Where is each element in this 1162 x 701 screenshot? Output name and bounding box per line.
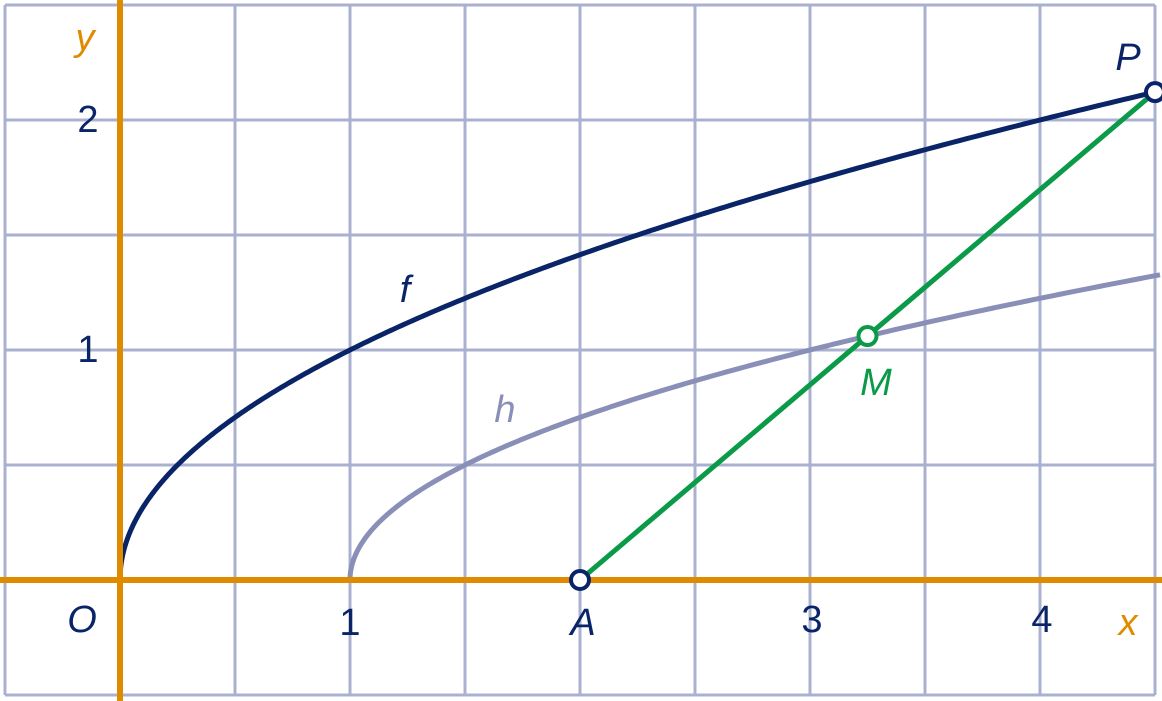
point-label: A [568,602,595,644]
y-tick-label: 2 [77,99,98,141]
x-tick-label: 1 [339,602,360,644]
x-tick-label: 3 [801,599,822,641]
y-axis-label: y [73,17,97,59]
x-axis-label: x [1117,602,1140,644]
curve-f [117,88,1161,581]
origin-label: O [67,599,97,641]
point-m [856,325,879,348]
grid [3,3,1157,697]
point-label: M [860,362,892,404]
x-tick-label: 4 [1031,599,1052,641]
curve-h [347,272,1161,581]
point-p [1144,81,1162,104]
y-tick-label: 1 [77,329,98,371]
curve-label: h [494,389,515,431]
point-label: P [1115,37,1141,79]
curve-label: f [400,269,414,311]
point-a [569,569,591,591]
